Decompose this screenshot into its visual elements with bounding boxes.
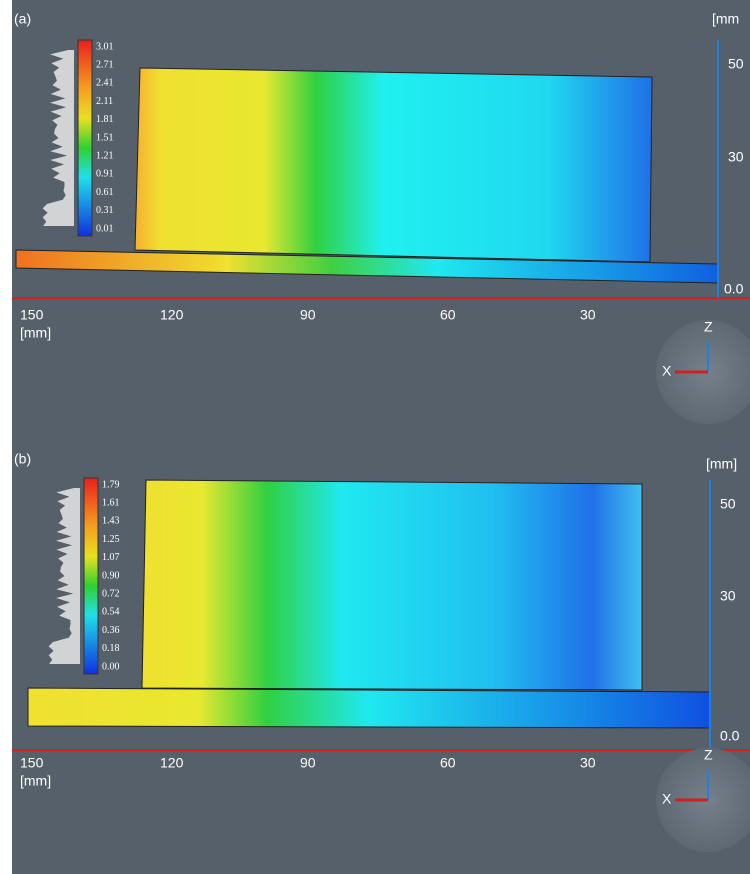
colorbar <box>78 40 92 236</box>
z-tick-label: 30 <box>720 588 736 604</box>
colorbar-tick-label: 1.21 <box>96 150 114 161</box>
colorbar-tick-label: 2.11 <box>96 96 113 107</box>
colorbar-tick-label: 2.71 <box>96 59 114 70</box>
x-unit: [mm] <box>20 773 51 789</box>
gizmo-x-label: X <box>662 363 672 379</box>
x-tick-label: 90 <box>300 307 316 323</box>
x-tick-label: 30 <box>580 755 596 771</box>
colorbar-tick-label: 1.51 <box>96 132 114 143</box>
colorbar-tick-label: 1.79 <box>102 479 120 490</box>
x-tick-label: 90 <box>300 755 316 771</box>
gizmo-z-label: Z <box>704 747 713 763</box>
x-tick-label: 120 <box>160 307 184 323</box>
colorbar-tick-label: 1.43 <box>102 516 120 527</box>
colorbar-tick-label: 0.90 <box>102 570 120 581</box>
x-tick-label: 60 <box>440 755 456 771</box>
x-unit: [mm] <box>20 325 51 341</box>
gizmo-z-label: Z <box>704 319 713 335</box>
colorbar-tick-label: 0.18 <box>102 643 120 654</box>
x-tick-label: 120 <box>160 755 184 771</box>
colorbar-tick-label: 1.81 <box>96 114 114 125</box>
x-tick-label: 150 <box>20 307 44 323</box>
colorbar-tick-label: 2.41 <box>96 78 114 89</box>
x-tick-label: 60 <box>440 307 456 323</box>
z-tick-label: 50 <box>728 56 744 72</box>
colorbar <box>84 478 98 674</box>
colorbar-tick-label: 1.61 <box>102 497 120 508</box>
z-unit: [mm <box>712 11 739 27</box>
z-tick-label: 30 <box>728 149 744 165</box>
colorbar-tick-label: 0.01 <box>96 223 114 234</box>
colorbar-tick-label: 0.91 <box>96 169 114 180</box>
z-tick-label: 50 <box>720 496 736 512</box>
colorbar-tick-label: 1.07 <box>102 552 120 563</box>
panel-label: (a) <box>14 11 31 27</box>
figure: (a) 3.01 2.71 2.41 2.11 1.81 1.51 1.21 0.91 0.61 0… <box>0 0 750 874</box>
colorbar-tick-label: 1.25 <box>102 534 120 545</box>
wall <box>142 480 642 690</box>
gizmo-x-label: X <box>662 791 672 807</box>
x-tick-label: 150 <box>20 755 44 771</box>
colorbar-tick-label: 0.72 <box>102 588 120 599</box>
z-tick-label: 0.0 <box>720 728 740 744</box>
panel-label: (b) <box>14 451 31 467</box>
colorbar-tick-label: 0.36 <box>102 625 120 636</box>
wall <box>135 68 652 262</box>
colorbar-tick-label: 0.61 <box>96 187 114 198</box>
colorbar-tick-label: 0.31 <box>96 205 114 216</box>
x-tick-label: 30 <box>580 307 596 323</box>
z-tick-label: 0.0 <box>724 281 744 297</box>
colorbar-tick-label: 0.54 <box>102 607 120 618</box>
colorbar-tick-label: 3.01 <box>96 41 114 52</box>
colorbar-tick-label: 0.00 <box>102 661 120 672</box>
z-unit: [mm] <box>706 456 737 472</box>
base-plate <box>28 688 710 728</box>
